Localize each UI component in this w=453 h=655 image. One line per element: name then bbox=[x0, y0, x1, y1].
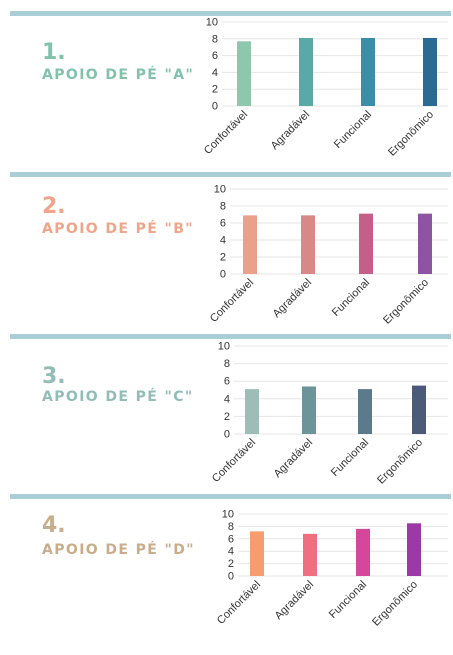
x-tick-label: Confortável bbox=[202, 109, 250, 157]
section-number: 3. bbox=[42, 364, 66, 389]
bar bbox=[237, 41, 251, 106]
bar bbox=[243, 215, 257, 274]
y-tick-label: 0 bbox=[212, 101, 218, 113]
x-tick-label: Confortável bbox=[208, 277, 256, 325]
bar bbox=[356, 528, 370, 576]
section-title: APOIO DE PÉ "B" bbox=[42, 221, 194, 237]
x-tick-label: Funcional bbox=[332, 109, 374, 151]
y-tick-label: 0 bbox=[228, 571, 234, 583]
x-tick-label: Agradável bbox=[273, 579, 317, 623]
bar bbox=[361, 37, 375, 106]
y-tick-label: 4 bbox=[224, 393, 230, 405]
x-tick-label: Ergonômico bbox=[370, 579, 420, 629]
section-number: 4. bbox=[42, 513, 66, 538]
y-tick-label: 2 bbox=[220, 252, 226, 264]
bar bbox=[359, 213, 373, 274]
section-title: APOIO DE PÉ "C" bbox=[42, 389, 194, 405]
x-tick-label: Agradável bbox=[272, 437, 316, 481]
y-tick-label: 0 bbox=[224, 429, 230, 441]
bar bbox=[301, 215, 315, 274]
y-tick-label: 0 bbox=[220, 269, 226, 281]
y-tick-label: 4 bbox=[220, 235, 226, 247]
bar bbox=[418, 213, 432, 274]
y-tick-label: 10 bbox=[222, 509, 234, 521]
x-tick-label: Ergonômico bbox=[386, 109, 436, 159]
x-tick-label: Funcional bbox=[327, 579, 369, 621]
y-tick-label: 6 bbox=[220, 218, 226, 230]
x-tick-label: Confortável bbox=[210, 437, 258, 485]
y-tick-label: 10 bbox=[206, 17, 218, 29]
y-tick-label: 6 bbox=[224, 376, 230, 388]
x-tick-label: Funcional bbox=[329, 437, 371, 479]
y-tick-label: 4 bbox=[212, 67, 218, 79]
section-divider bbox=[10, 494, 451, 499]
bar bbox=[423, 37, 437, 106]
x-tick-label: Confortável bbox=[215, 579, 263, 627]
bar bbox=[412, 385, 426, 434]
section-number: 2. bbox=[42, 194, 66, 219]
x-tick-label: Agradável bbox=[271, 277, 315, 321]
bar bbox=[407, 523, 421, 576]
bar bbox=[250, 531, 264, 576]
section-divider bbox=[10, 11, 451, 16]
y-tick-label: 10 bbox=[218, 341, 230, 353]
bar bbox=[299, 37, 313, 106]
y-tick-label: 8 bbox=[228, 521, 234, 533]
y-tick-label: 8 bbox=[220, 201, 226, 213]
y-tick-label: 4 bbox=[228, 546, 234, 558]
section-title: APOIO DE PÉ "A" bbox=[42, 67, 195, 83]
y-tick-label: 10 bbox=[214, 184, 226, 196]
x-tick-label: Funcional bbox=[330, 277, 372, 319]
y-tick-label: 2 bbox=[224, 411, 230, 423]
x-tick-label: Ergonômico bbox=[381, 277, 431, 327]
y-tick-label: 6 bbox=[212, 50, 218, 62]
section-divider bbox=[10, 334, 451, 339]
y-tick-label: 2 bbox=[212, 84, 218, 96]
bar bbox=[302, 386, 316, 434]
bar bbox=[245, 389, 259, 434]
y-tick-label: 8 bbox=[224, 358, 230, 370]
x-tick-label: Ergonômico bbox=[375, 437, 425, 487]
y-tick-label: 2 bbox=[228, 558, 234, 570]
y-tick-label: 6 bbox=[228, 533, 234, 545]
section-title: APOIO DE PÉ "D" bbox=[42, 542, 195, 558]
bar bbox=[303, 533, 317, 576]
section-divider bbox=[10, 172, 451, 177]
section-number: 1. bbox=[42, 40, 66, 65]
x-tick-label: Agradável bbox=[269, 109, 313, 153]
y-tick-label: 8 bbox=[212, 33, 218, 45]
bar bbox=[358, 389, 372, 434]
